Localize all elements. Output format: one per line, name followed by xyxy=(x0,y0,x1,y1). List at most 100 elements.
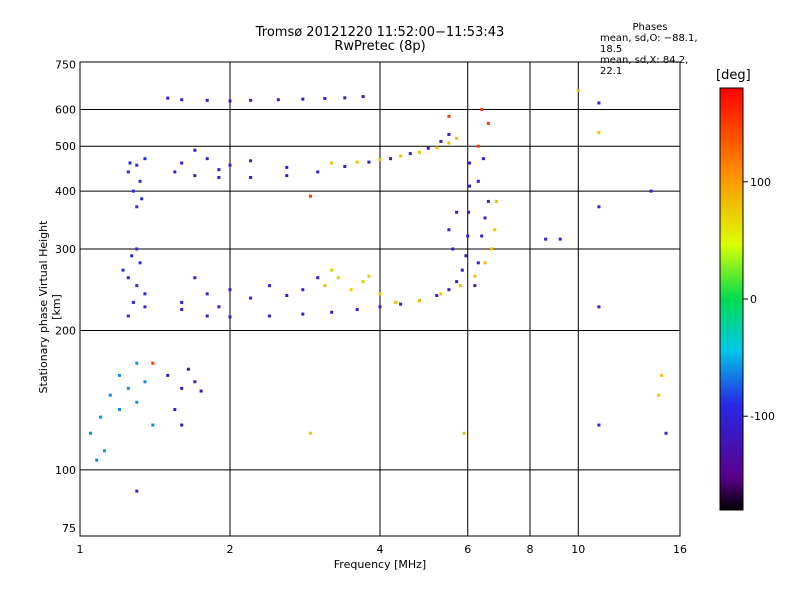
echo-point xyxy=(285,294,289,298)
echo-point xyxy=(447,141,451,145)
echo-point xyxy=(361,280,365,284)
echo-point xyxy=(490,247,494,251)
echo-point xyxy=(343,96,347,100)
echo-point xyxy=(205,157,209,161)
echo-point xyxy=(301,288,305,292)
echo-point xyxy=(378,158,382,162)
echo-point xyxy=(473,274,477,278)
echo-point xyxy=(486,199,490,203)
echo-point xyxy=(126,170,130,174)
echo-point xyxy=(483,216,487,220)
echo-point xyxy=(367,274,371,278)
echo-point xyxy=(138,179,142,183)
echo-point xyxy=(217,175,221,179)
echo-point xyxy=(486,121,490,125)
echo-point xyxy=(439,292,443,296)
y-tick-label: 750 xyxy=(55,59,76,72)
echo-point xyxy=(121,268,125,272)
echo-point xyxy=(417,299,421,303)
echo-point xyxy=(117,408,121,412)
echo-point xyxy=(143,305,147,309)
echo-point xyxy=(128,161,132,165)
echo-point xyxy=(135,489,139,493)
echo-point xyxy=(330,268,334,272)
colorbar xyxy=(719,87,744,511)
y-tick-label: 75 xyxy=(62,522,76,535)
echo-point xyxy=(378,305,382,309)
echo-point xyxy=(205,314,209,318)
echo-point xyxy=(597,101,601,105)
y-axis-label: Stationary phase Virtual Height [km] xyxy=(37,220,63,394)
echo-point xyxy=(193,380,197,384)
echo-point xyxy=(89,431,93,435)
echo-point xyxy=(597,305,601,309)
echo-point xyxy=(476,179,480,183)
echo-point xyxy=(435,146,439,150)
echo-point xyxy=(558,237,562,241)
echo-point xyxy=(249,159,253,163)
echo-point xyxy=(349,288,353,292)
y-tick-label: 400 xyxy=(55,185,76,198)
echo-point xyxy=(135,284,139,288)
echo-point xyxy=(193,276,197,280)
y-tick-label: 100 xyxy=(55,464,76,477)
echo-point xyxy=(308,431,312,435)
echo-point xyxy=(330,310,334,314)
colorbar-tick-label: 100 xyxy=(750,176,771,189)
echo-point xyxy=(323,284,327,288)
echo-point xyxy=(135,400,139,404)
echo-point xyxy=(151,423,155,427)
echo-point xyxy=(664,431,668,435)
echo-point xyxy=(394,300,398,304)
echo-point xyxy=(439,139,443,143)
echo-point xyxy=(447,228,451,232)
echo-point xyxy=(95,458,99,462)
echo-point xyxy=(408,152,412,156)
echo-point xyxy=(483,261,487,265)
y-tick-label: 500 xyxy=(55,140,76,153)
echo-point xyxy=(480,108,484,112)
echo-point xyxy=(143,292,147,296)
echo-point xyxy=(455,210,459,214)
echo-point xyxy=(186,367,190,371)
echo-point xyxy=(99,415,103,419)
phase-stats-o: mean, sd,O: −88.1, 18.5 xyxy=(600,33,698,55)
echo-point xyxy=(249,98,253,102)
echo-point xyxy=(228,288,232,292)
echo-point xyxy=(660,373,664,377)
echo-point xyxy=(117,373,121,377)
echo-point xyxy=(135,163,139,167)
echo-point xyxy=(135,205,139,209)
echo-point xyxy=(649,189,653,193)
colorbar-unit: [deg] xyxy=(716,68,751,83)
echo-point xyxy=(143,380,147,384)
echo-point xyxy=(378,292,382,296)
x-tick-label: 16 xyxy=(673,543,687,556)
echo-point xyxy=(205,98,209,102)
echo-point xyxy=(180,300,184,304)
echo-point xyxy=(468,161,472,165)
echo-point xyxy=(323,96,327,100)
echo-point xyxy=(228,163,232,167)
echo-point xyxy=(108,393,112,397)
echo-point xyxy=(131,189,135,193)
echo-point xyxy=(447,132,451,136)
echo-point xyxy=(135,247,139,251)
echo-point xyxy=(447,288,451,292)
echo-point xyxy=(355,160,359,164)
echo-point xyxy=(458,284,462,288)
echo-point xyxy=(462,431,466,435)
echo-point xyxy=(330,161,334,165)
echo-point xyxy=(494,199,498,203)
echo-point xyxy=(399,154,403,158)
echo-point xyxy=(460,268,464,272)
echo-point xyxy=(180,308,184,312)
echo-point xyxy=(173,170,177,174)
echo-point xyxy=(464,254,468,258)
echo-point xyxy=(473,284,477,288)
echo-point xyxy=(399,302,403,306)
echo-point xyxy=(199,389,203,393)
echo-point xyxy=(180,386,184,390)
echo-point xyxy=(131,300,135,304)
